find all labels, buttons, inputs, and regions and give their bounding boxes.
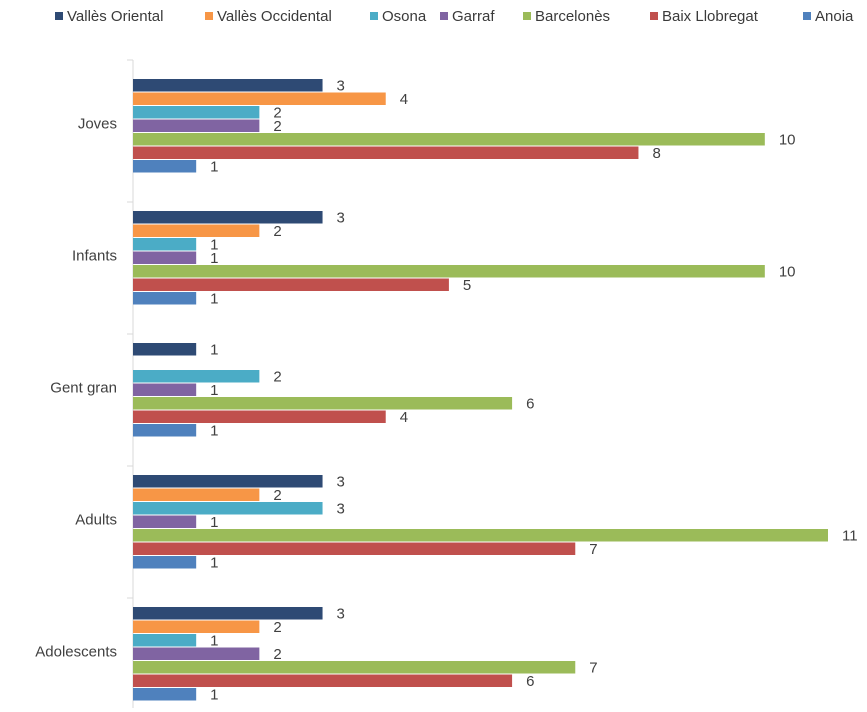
legend-swatch (370, 12, 378, 20)
data-label: 2 (273, 118, 281, 135)
bar (133, 133, 765, 146)
data-label: 1 (210, 554, 218, 571)
bar (133, 370, 260, 383)
legend-item: Osona (370, 8, 426, 25)
legend-item: Garraf (440, 8, 495, 25)
bar (133, 238, 197, 251)
bar (133, 410, 386, 423)
legend-item: Anoia (803, 8, 853, 25)
bar (133, 488, 260, 501)
data-label: 4 (400, 409, 408, 426)
legend-label: Baix Llobregat (662, 8, 758, 25)
legend-swatch (55, 12, 63, 20)
legend-swatch (205, 12, 213, 20)
bar (133, 620, 260, 633)
data-label: 1 (210, 250, 218, 267)
data-label: 1 (210, 236, 218, 253)
bar (133, 556, 197, 569)
bar (133, 119, 260, 132)
bar (133, 515, 197, 528)
data-label: 3 (337, 473, 345, 490)
bar (133, 211, 323, 224)
data-label: 3 (337, 77, 345, 94)
category-label: Adults (75, 511, 117, 528)
bar (133, 661, 576, 674)
legend-label: Osona (382, 8, 427, 25)
data-label: 6 (526, 673, 534, 690)
data-label: 2 (273, 487, 281, 504)
bar (133, 224, 260, 237)
bar (133, 146, 639, 159)
data-label: 2 (273, 368, 281, 385)
data-label: 3 (337, 500, 345, 517)
bar (133, 634, 197, 647)
data-label: 5 (463, 277, 471, 294)
data-label: 4 (400, 91, 408, 108)
legend-swatch (650, 12, 658, 20)
bar (133, 529, 828, 542)
data-label: 10 (779, 131, 796, 148)
legend-label: Vallès Oriental (67, 8, 164, 25)
data-label: 2 (273, 646, 281, 663)
legend-item: Baix Llobregat (650, 8, 758, 25)
legend-swatch (440, 12, 448, 20)
data-label: 7 (589, 541, 597, 558)
data-label: 1 (210, 382, 218, 399)
data-label: 1 (210, 422, 218, 439)
legend-swatch (803, 12, 811, 20)
data-label: 1 (210, 290, 218, 307)
data-label: 1 (210, 158, 218, 175)
legend-swatch (523, 12, 531, 20)
legend-item: Barcelonès (523, 8, 610, 25)
bar (133, 343, 197, 356)
bar (133, 251, 197, 264)
bar (133, 647, 260, 660)
legend-item: Vallès Occidental (205, 8, 332, 25)
bar (133, 292, 197, 305)
category-label: Adolescents (35, 643, 117, 660)
data-label: 2 (273, 619, 281, 636)
data-label: 2 (273, 223, 281, 240)
legend-label: Barcelonès (535, 8, 611, 25)
data-label: 2 (273, 104, 281, 121)
data-label: 7 (589, 659, 597, 676)
legend: Vallès Oriental Vallès Occidental Osona Gar… (55, 8, 867, 32)
bar (133, 383, 197, 396)
legend-label: Garraf (452, 8, 495, 25)
bar (133, 424, 197, 437)
legend-label: Vallès Occidental (217, 8, 332, 25)
data-label: 1 (210, 632, 218, 649)
data-label: 1 (210, 341, 218, 358)
data-label: 1 (210, 686, 218, 703)
legend-label: Anoia (815, 8, 854, 25)
category-label: Infants (72, 247, 117, 264)
category-label: Gent gran (50, 379, 117, 396)
bar (133, 502, 323, 515)
bar (133, 106, 260, 119)
bar (133, 79, 323, 92)
data-label: 10 (779, 263, 796, 280)
data-label: 3 (337, 605, 345, 622)
bar (133, 688, 197, 701)
data-label: 3 (337, 209, 345, 226)
bar (133, 278, 449, 291)
bar (133, 607, 323, 620)
bar (133, 265, 765, 278)
data-label: 1 (210, 514, 218, 531)
bar (133, 475, 323, 488)
legend-item: Vallès Oriental (55, 8, 163, 25)
bar (133, 92, 386, 105)
bar (133, 160, 197, 173)
bar (133, 674, 513, 687)
category-label: Joves (78, 115, 117, 132)
bar (133, 397, 513, 410)
bar (133, 542, 576, 555)
data-label: 6 (526, 395, 534, 412)
data-label: 8 (652, 145, 660, 162)
data-label: 11 (842, 527, 858, 544)
